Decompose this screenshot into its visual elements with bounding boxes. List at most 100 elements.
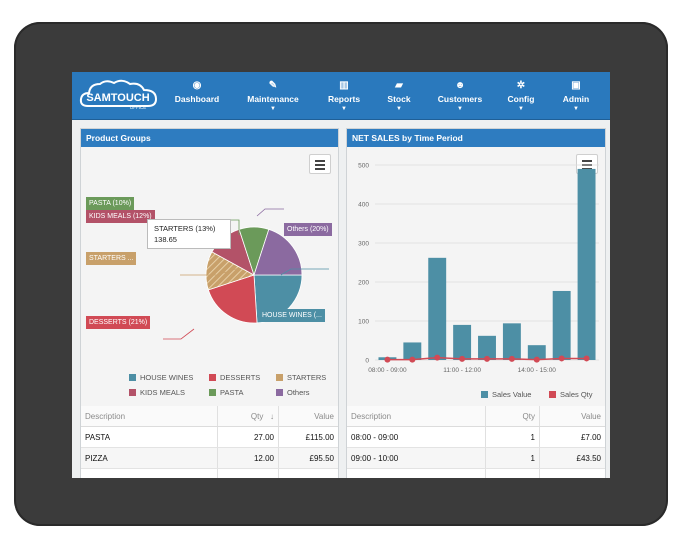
pie-slice-others[interactable] bbox=[253, 228, 303, 276]
col-description[interactable]: Description bbox=[81, 406, 218, 427]
table-row[interactable]: PIZZA 12.00 £95.50 bbox=[81, 447, 338, 469]
chevron-down-icon: ▼ bbox=[341, 106, 347, 112]
point-sales-qty[interactable] bbox=[459, 355, 466, 362]
product-groups-panel: Product Groups STARTERS ... PASTA bbox=[80, 128, 339, 478]
table-row[interactable] bbox=[347, 468, 605, 478]
menu-icon bbox=[315, 160, 325, 162]
tooltip-value: 138.65 bbox=[154, 235, 177, 244]
pie-legend-house-wines[interactable]: HOUSE WINES bbox=[129, 373, 193, 382]
samtouch-logo[interactable]: SAMTOUCH OFFICE bbox=[78, 76, 160, 114]
truck-icon: ▰ bbox=[395, 80, 403, 91]
nav-admin[interactable]: ▣ Admin ▼ bbox=[556, 72, 596, 119]
table-header-row: Description Qty Value bbox=[347, 406, 605, 427]
row-description-empty bbox=[347, 468, 486, 478]
bar-sales-value[interactable] bbox=[502, 323, 521, 360]
col-qty[interactable]: Qty ↓ bbox=[217, 406, 279, 427]
row-qty: 27.00 bbox=[217, 426, 279, 448]
chevron-down-icon: ▼ bbox=[457, 106, 463, 112]
nav-dashboard[interactable]: ◉ Dashboard bbox=[170, 72, 224, 119]
col-value[interactable]: Value bbox=[539, 406, 605, 427]
chart-menu-button[interactable] bbox=[309, 154, 331, 174]
col-value[interactable]: Value bbox=[278, 406, 338, 427]
point-sales-qty[interactable] bbox=[409, 356, 416, 363]
legend-label: Sales Value bbox=[492, 390, 532, 399]
bar-sales-value[interactable] bbox=[552, 290, 571, 360]
nav-config-label: Config bbox=[507, 94, 535, 104]
net-sales-panel: NET SALES by Time Period 0 100 200 300 400 50… bbox=[346, 128, 606, 478]
wrench-icon: ✎ bbox=[268, 80, 278, 91]
table-row[interactable]: PASTA 27.00 £115.00 bbox=[81, 426, 338, 448]
point-sales-qty[interactable] bbox=[384, 356, 391, 363]
row-description: 09:00 - 10:00 bbox=[347, 447, 486, 469]
bar-legend-sales-qty[interactable]: Sales Qty bbox=[549, 390, 593, 399]
y-tick-label: 100 bbox=[358, 319, 369, 326]
table-row[interactable] bbox=[81, 468, 338, 478]
nav-stock[interactable]: ▰ Stock ▼ bbox=[380, 72, 418, 119]
table-row[interactable]: 09:00 - 10:00 1 £43.50 bbox=[347, 447, 605, 469]
legend-swatch bbox=[129, 374, 136, 381]
menu-icon-line bbox=[582, 168, 592, 170]
pie-label-house-wines: HOUSE WINES (... bbox=[259, 309, 325, 322]
pie-legend-pasta[interactable]: PASTA bbox=[209, 388, 243, 397]
pie-legend-others[interactable]: Others bbox=[276, 388, 310, 397]
table-row[interactable]: 08:00 - 09:00 1 £7.00 bbox=[347, 426, 605, 448]
nav-maintenance-label: Maintenance bbox=[247, 94, 299, 104]
pie-legend-desserts[interactable]: DESSERTS bbox=[209, 373, 260, 382]
menu-icon-line bbox=[315, 168, 325, 170]
nav-maintenance[interactable]: ✎ Maintenance ▼ bbox=[242, 72, 304, 119]
bar-chart-icon: ▥ bbox=[339, 80, 349, 91]
sort-arrow-icon[interactable]: ↓ bbox=[270, 411, 274, 421]
product-groups-title: Product Groups bbox=[81, 129, 338, 147]
legend-swatch bbox=[209, 374, 216, 381]
point-sales-qty[interactable] bbox=[484, 355, 490, 362]
svg-text:OFFICE: OFFICE bbox=[130, 105, 147, 110]
legend-label: KIDS MEALS bbox=[140, 388, 186, 397]
product-groups-table: Description Qty ↓ Value PASTA 27.00 £115… bbox=[81, 406, 338, 478]
legend-swatch bbox=[276, 389, 283, 396]
point-sales-qty[interactable] bbox=[583, 355, 590, 362]
y-tick-label: 200 bbox=[358, 280, 369, 287]
legend-label: DESSERTS bbox=[220, 373, 261, 382]
bar-sales-value[interactable] bbox=[577, 168, 596, 360]
pie-legend-starters[interactable]: STARTERS bbox=[276, 373, 326, 382]
legend-swatch bbox=[481, 391, 488, 398]
bar-sales-value[interactable] bbox=[453, 324, 472, 360]
point-sales-qty[interactable] bbox=[434, 354, 441, 361]
row-description: PIZZA bbox=[81, 447, 218, 469]
net-sales-title: NET SALES by Time Period bbox=[347, 129, 605, 147]
pie-tooltip: STARTERS (13%) 138.65 bbox=[147, 219, 231, 249]
point-sales-qty[interactable] bbox=[533, 356, 540, 363]
pie-slice-desserts[interactable] bbox=[207, 274, 258, 324]
row-value: £43.50 bbox=[539, 447, 605, 469]
pie-label-others: Others (20%) bbox=[284, 223, 332, 236]
point-sales-qty[interactable] bbox=[508, 355, 515, 362]
nav-reports[interactable]: ▥ Reports ▼ bbox=[322, 72, 366, 119]
y-tick-label: 400 bbox=[358, 202, 369, 209]
product-groups-pie-chart bbox=[163, 208, 329, 340]
col-description[interactable]: Description bbox=[347, 406, 486, 427]
col-qty[interactable]: Qty bbox=[485, 406, 540, 427]
legend-label: Sales Qty bbox=[560, 390, 593, 399]
point-sales-qty[interactable] bbox=[558, 355, 565, 362]
x-tick-label: 08:00 - 09:00 bbox=[368, 367, 407, 374]
row-qty-empty bbox=[485, 468, 540, 478]
row-value: £7.00 bbox=[539, 426, 605, 448]
x-tick-label: 11:00 - 12:00 bbox=[443, 367, 481, 374]
svg-text:SAMTOUCH: SAMTOUCH bbox=[86, 92, 149, 104]
pie-legend-kids-meals[interactable]: KIDS MEALS bbox=[129, 388, 185, 397]
top-navigation-bar: SAMTOUCH OFFICE ◉ Dashboard ✎ Maintenanc… bbox=[72, 72, 610, 120]
bar-sales-value[interactable] bbox=[527, 345, 546, 360]
nav-config[interactable]: ✲ Config ▼ bbox=[502, 72, 540, 119]
bar-legend-sales-value[interactable]: Sales Value bbox=[481, 390, 531, 399]
row-qty: 1 bbox=[485, 426, 540, 448]
bar-sales-value[interactable] bbox=[403, 342, 422, 360]
menu-icon bbox=[582, 160, 592, 162]
x-tick-label: 14:00 - 15:00 bbox=[518, 367, 557, 374]
bar-sales-value[interactable] bbox=[428, 257, 447, 360]
row-value-empty bbox=[278, 468, 338, 478]
nav-customers-label: Customers bbox=[437, 94, 483, 104]
nav-customers[interactable]: ☻ Customers ▼ bbox=[432, 72, 488, 119]
chevron-down-icon: ▼ bbox=[518, 106, 524, 112]
bar-sales-value[interactable] bbox=[478, 335, 496, 360]
row-description: 08:00 - 09:00 bbox=[347, 426, 486, 448]
